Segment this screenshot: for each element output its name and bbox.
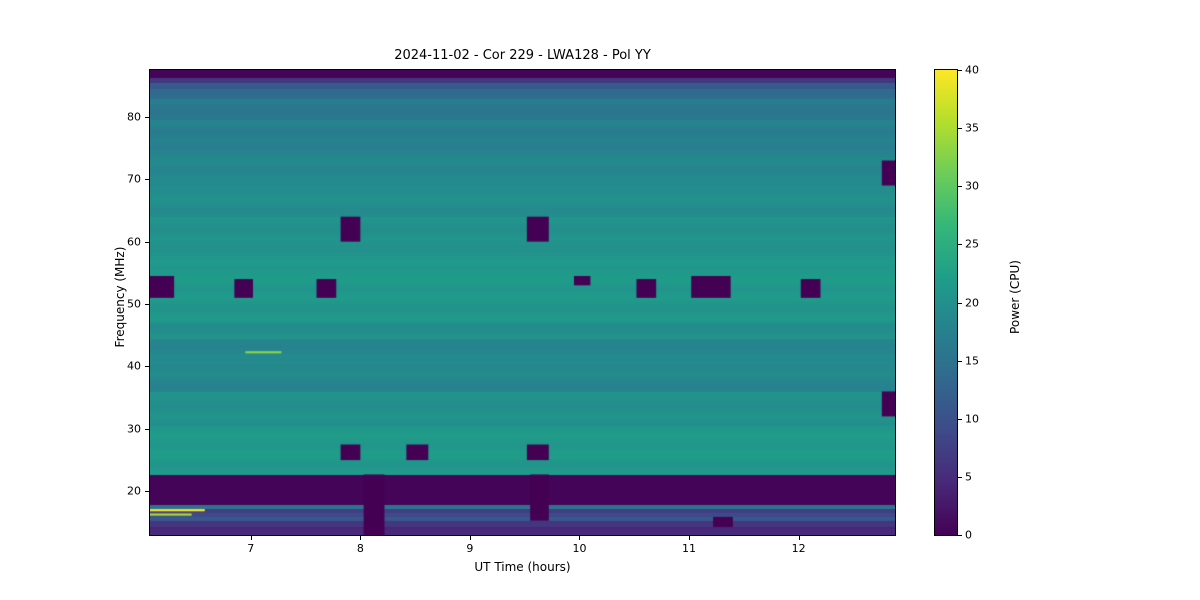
colorbar-tick: [958, 70, 962, 71]
y-tick: [145, 179, 149, 181]
x-tick-label: 7: [247, 542, 255, 555]
chart-title: 2024-11-02 - Cor 229 - LWA128 - Pol YY: [394, 48, 651, 63]
colorbar-tick-label: 0: [965, 528, 972, 542]
y-tick: [145, 241, 149, 243]
colorbar-tick: [958, 186, 962, 188]
colorbar-tick-label: 30: [965, 179, 979, 193]
y-tick: [145, 116, 149, 118]
y-tick-label: 80: [127, 110, 141, 124]
colorbar-tick-label: 20: [965, 296, 979, 309]
x-tick-label: 10: [572, 542, 587, 555]
colorbar-tick: [958, 476, 962, 478]
y-tick: [145, 304, 149, 306]
colorbar-tick-label: 5: [965, 470, 972, 484]
x-tick: [250, 536, 252, 540]
x-tick: [579, 536, 581, 540]
y-tick-label: 50: [127, 297, 141, 311]
colorbar-tick: [958, 418, 962, 420]
colorbar-tick: [958, 302, 962, 304]
x-tick: [798, 536, 800, 540]
spectrogram-heatmap: [149, 69, 896, 536]
colorbar-tick: [958, 360, 962, 362]
colorbar-tick-label: 40: [965, 63, 979, 77]
x-tick-label: 12: [791, 542, 806, 555]
colorbar-tick-label: 25: [965, 237, 979, 251]
x-tick: [689, 536, 691, 540]
colorbar-tick: [958, 535, 962, 536]
y-tick-label: 70: [127, 172, 141, 186]
colorbar-tick-label: 35: [965, 121, 979, 135]
y-tick: [145, 491, 149, 493]
colorbar-label: Power (CPU): [1008, 260, 1022, 334]
x-tick: [469, 536, 471, 540]
colorbar: [934, 69, 958, 536]
y-tick: [145, 428, 149, 430]
x-tick-label: 11: [682, 542, 697, 555]
colorbar-tick: [958, 244, 962, 246]
colorbar-tick: [958, 128, 962, 130]
y-tick-label: 20: [127, 484, 141, 498]
y-tick-label: 30: [127, 422, 141, 436]
colorbar-tick-label: 15: [965, 354, 979, 368]
x-tick-label: 8: [356, 542, 364, 555]
y-tick-label: 60: [127, 235, 141, 249]
y-tick: [145, 366, 149, 368]
x-axis-label: UT Time (hours): [474, 560, 571, 574]
colorbar-tick-label: 10: [965, 412, 979, 426]
y-tick-label: 40: [127, 359, 141, 373]
x-tick: [360, 536, 362, 540]
x-tick-label: 9: [466, 542, 474, 555]
